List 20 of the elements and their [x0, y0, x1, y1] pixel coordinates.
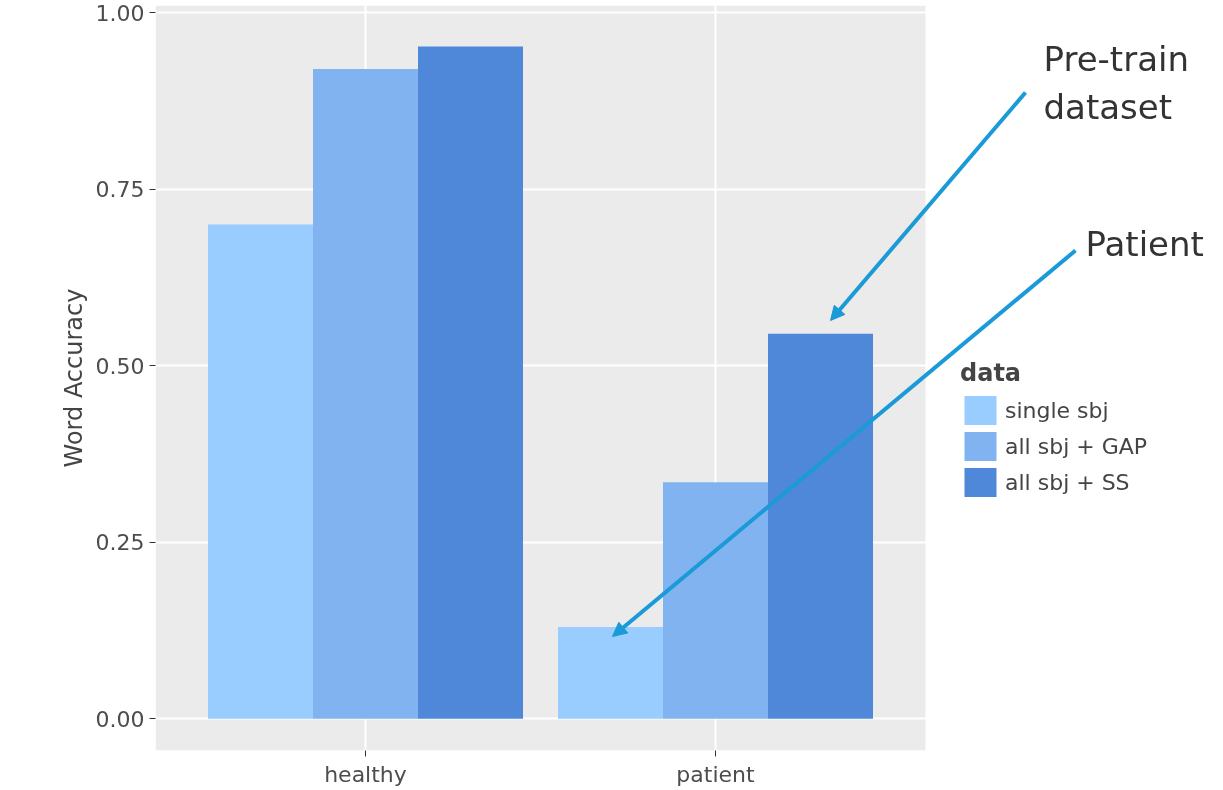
y-tick-label: 0.00 [95, 706, 145, 732]
bar [558, 626, 663, 719]
y-tick-label: 1.00 [95, 0, 145, 26]
bar [418, 46, 523, 719]
bar [768, 333, 873, 719]
y-axis-title: Word Accuracy [59, 288, 88, 468]
text: Patient [1085, 223, 1204, 264]
y-tick-label: 0.25 [95, 530, 145, 556]
y-tick-label: 0.75 [95, 177, 145, 203]
text: Pre-train dataset [1043, 38, 1189, 127]
x-tick-label: patient [676, 761, 756, 787]
bar [208, 224, 313, 719]
legend-label: all sbj + SS [1005, 468, 1130, 497]
legend-label: single sbj [1005, 396, 1109, 425]
x-tick-label: healthy [324, 761, 407, 787]
legend-title: data [960, 359, 1023, 387]
y-tick-label: 0.50 [95, 353, 145, 379]
bar [313, 69, 418, 719]
legend-label: all sbj + GAP [1005, 432, 1148, 461]
bar [663, 482, 768, 719]
